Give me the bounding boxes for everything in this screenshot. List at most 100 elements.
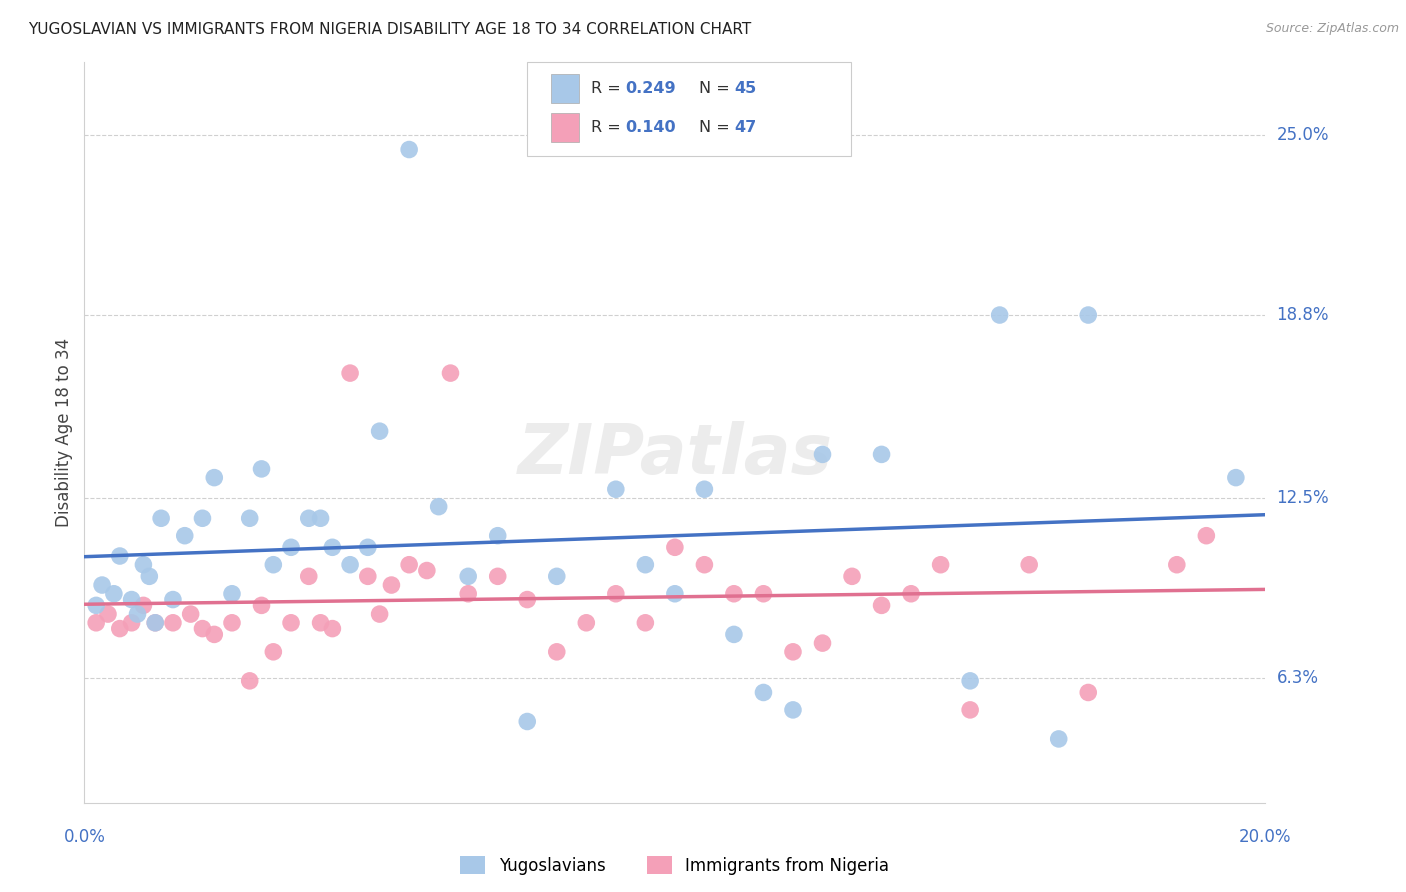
Text: 18.8%: 18.8%	[1277, 306, 1329, 324]
Text: N =: N =	[699, 81, 735, 95]
Point	[132, 558, 155, 572]
Point	[250, 462, 273, 476]
Point	[416, 564, 439, 578]
Point	[664, 541, 686, 555]
Point	[841, 569, 863, 583]
Point	[723, 627, 745, 641]
Point	[486, 569, 509, 583]
Point	[516, 592, 538, 607]
Point	[1077, 308, 1099, 322]
Text: Source: ZipAtlas.com: Source: ZipAtlas.com	[1265, 22, 1399, 36]
Point	[811, 447, 834, 461]
Point	[143, 615, 166, 630]
Point	[870, 447, 893, 461]
Point	[870, 599, 893, 613]
Point	[398, 558, 420, 572]
Point	[162, 615, 184, 630]
Point	[162, 592, 184, 607]
Point	[97, 607, 120, 621]
Point	[546, 645, 568, 659]
Point	[262, 645, 284, 659]
Point	[398, 143, 420, 157]
Point	[634, 558, 657, 572]
Text: 25.0%: 25.0%	[1277, 126, 1329, 144]
Point	[988, 308, 1011, 322]
Point	[929, 558, 952, 572]
Point	[457, 569, 479, 583]
Point	[1225, 470, 1247, 484]
Point	[221, 587, 243, 601]
Text: 20.0%: 20.0%	[1239, 828, 1292, 846]
Point	[173, 529, 195, 543]
Point	[1077, 685, 1099, 699]
Point	[575, 615, 598, 630]
Point	[900, 587, 922, 601]
Point	[1166, 558, 1188, 572]
Point	[605, 482, 627, 496]
Point	[108, 622, 131, 636]
Point	[693, 558, 716, 572]
Point	[959, 703, 981, 717]
Point	[439, 366, 461, 380]
Text: 45: 45	[734, 81, 756, 95]
Y-axis label: Disability Age 18 to 34: Disability Age 18 to 34	[55, 338, 73, 527]
Point	[298, 511, 321, 525]
Point	[516, 714, 538, 729]
Point	[357, 569, 380, 583]
Point	[605, 587, 627, 601]
Point	[239, 673, 262, 688]
Point	[84, 599, 107, 613]
Point	[321, 622, 343, 636]
Point	[202, 627, 225, 641]
Point	[191, 622, 214, 636]
Text: 0.249: 0.249	[626, 81, 676, 95]
Point	[368, 607, 391, 621]
Point	[84, 615, 107, 630]
Point	[723, 587, 745, 601]
Point	[664, 587, 686, 601]
Text: 47: 47	[734, 120, 756, 135]
Point	[693, 482, 716, 496]
Text: 12.5%: 12.5%	[1277, 489, 1329, 507]
Point	[427, 500, 450, 514]
Point	[1047, 731, 1070, 746]
Point	[339, 558, 361, 572]
Point	[782, 645, 804, 659]
Point	[121, 592, 143, 607]
Text: 0.140: 0.140	[626, 120, 676, 135]
Point	[368, 424, 391, 438]
Point	[108, 549, 131, 563]
Point	[782, 703, 804, 717]
Point	[262, 558, 284, 572]
Point	[221, 615, 243, 630]
Point	[546, 569, 568, 583]
Point	[121, 615, 143, 630]
Point	[309, 511, 332, 525]
Point	[1018, 558, 1040, 572]
Point	[1195, 529, 1218, 543]
Point	[634, 615, 657, 630]
Point	[239, 511, 262, 525]
Point	[380, 578, 402, 592]
Point	[280, 541, 302, 555]
Point	[357, 541, 380, 555]
Point	[191, 511, 214, 525]
Text: 0.0%: 0.0%	[63, 828, 105, 846]
Point	[752, 685, 775, 699]
Point	[811, 636, 834, 650]
Point	[150, 511, 173, 525]
Point	[202, 470, 225, 484]
Point	[132, 599, 155, 613]
Point	[309, 615, 332, 630]
Point	[91, 578, 114, 592]
Point	[752, 587, 775, 601]
Point	[103, 587, 125, 601]
Point	[321, 541, 343, 555]
Text: YUGOSLAVIAN VS IMMIGRANTS FROM NIGERIA DISABILITY AGE 18 TO 34 CORRELATION CHART: YUGOSLAVIAN VS IMMIGRANTS FROM NIGERIA D…	[28, 22, 751, 37]
Point	[143, 615, 166, 630]
Text: N =: N =	[699, 120, 735, 135]
Point	[486, 529, 509, 543]
Point	[457, 587, 479, 601]
Point	[280, 615, 302, 630]
Text: ZIPatlas: ZIPatlas	[517, 421, 832, 488]
